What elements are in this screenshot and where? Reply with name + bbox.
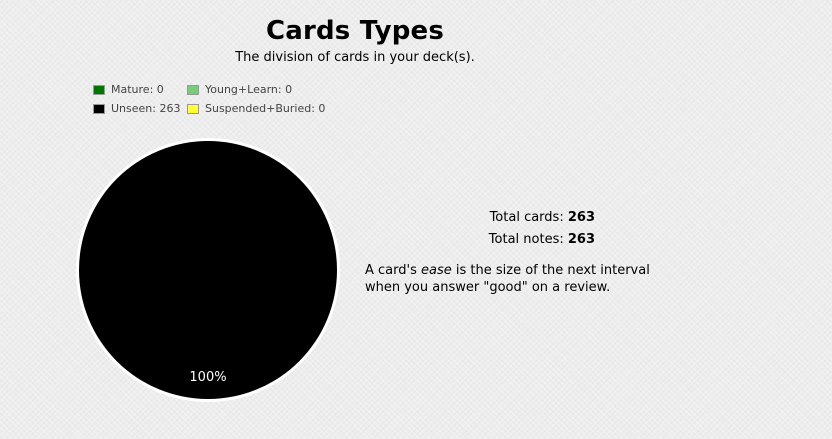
legend-label-young-learn: Young+Learn: 0 [205, 83, 293, 96]
legend-swatch-young-learn [187, 84, 199, 95]
legend-item-young-learn: Young+Learn: 0 [187, 83, 292, 96]
total-notes-value: 263 [567, 232, 595, 247]
stats-summary: Total cards: 263 Total notes: 263 [365, 207, 595, 251]
legend-label-mature: Mature: 0 [111, 83, 164, 96]
legend-item-unseen: Unseen: 263 [93, 102, 180, 115]
legend-item-mature: Mature: 0 [93, 83, 164, 96]
legend-label-unseen: Unseen: 263 [111, 102, 181, 115]
page-title: Cards Types [265, 16, 445, 46]
pie-slice-label-unseen: 100% [189, 370, 226, 385]
legend-swatch-suspended-buried [187, 103, 199, 114]
page-subtitle: The division of cards in your deck(s). [235, 50, 475, 65]
ease-note-suffix: is the size of the next interval when yo… [365, 263, 650, 295]
ease-note-prefix: A card's [365, 263, 421, 278]
pie-slice-unseen [79, 141, 337, 399]
total-cards-label: Total cards: [489, 210, 564, 225]
ease-note-emphasis: ease [421, 263, 452, 278]
total-cards-row: Total cards: 263 [365, 207, 595, 229]
total-cards-value: 263 [567, 210, 595, 225]
legend-swatch-mature [93, 84, 105, 95]
total-notes-label: Total notes: [488, 232, 564, 247]
legend-swatch-unseen [93, 103, 105, 114]
ease-explanation: A card's ease is the size of the next in… [365, 262, 665, 296]
total-notes-row: Total notes: 263 [365, 229, 595, 251]
legend-label-suspended-buried: Suspended+Buried: 0 [205, 102, 326, 115]
legend-item-suspended-buried: Suspended+Buried: 0 [187, 102, 325, 115]
pie-chart: 100% [76, 138, 340, 402]
